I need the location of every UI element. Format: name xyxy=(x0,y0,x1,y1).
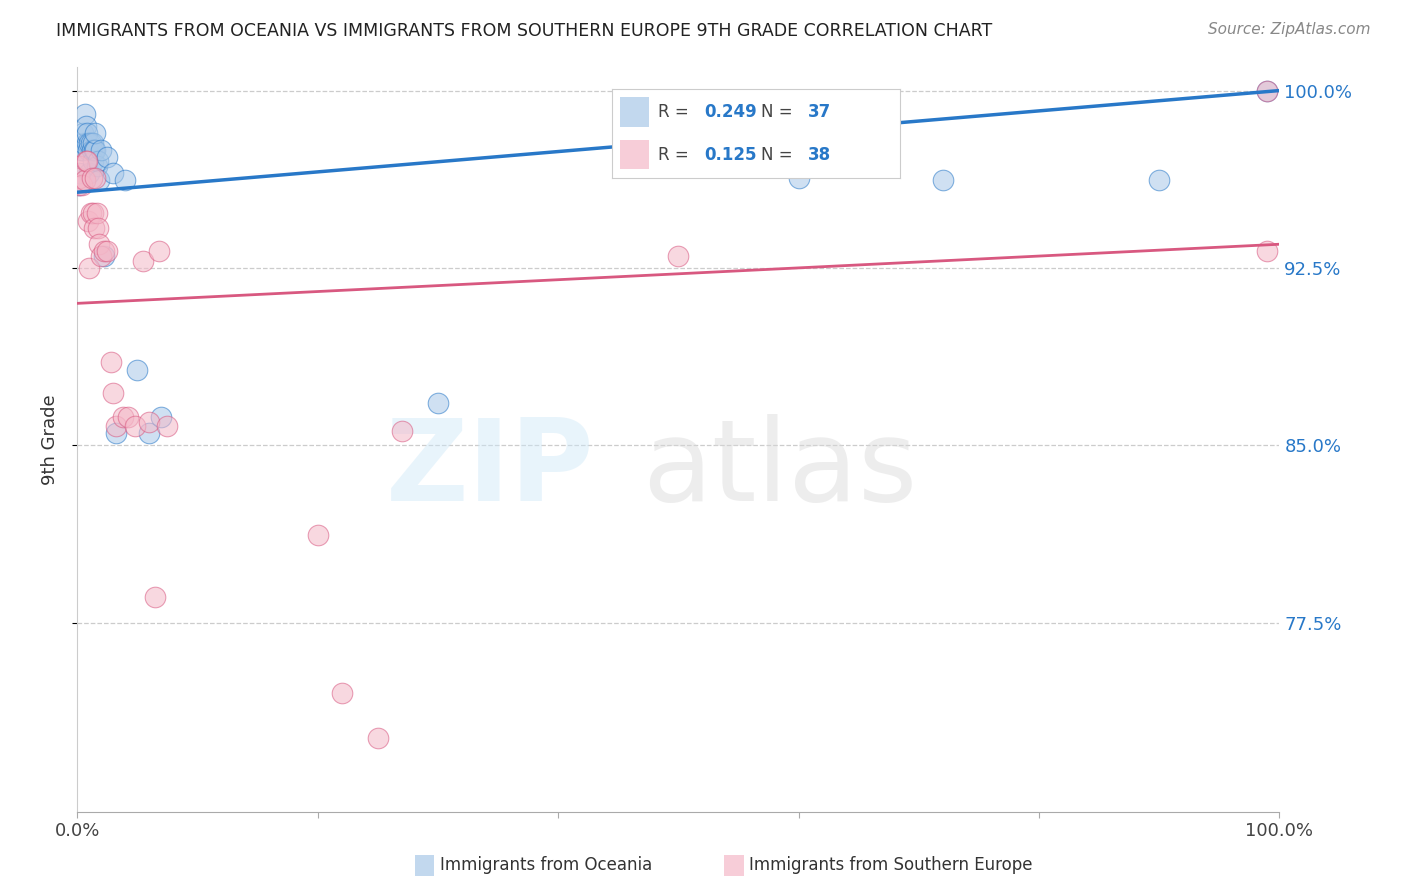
Point xyxy=(76,126,98,140)
Point xyxy=(104,419,127,434)
Point xyxy=(93,244,115,259)
Point xyxy=(96,244,118,259)
Point xyxy=(87,237,110,252)
Point xyxy=(72,126,94,140)
Point xyxy=(70,143,93,157)
Point xyxy=(127,362,149,376)
Point xyxy=(79,166,101,180)
Text: Immigrants from Oceania: Immigrants from Oceania xyxy=(440,856,652,874)
Point xyxy=(84,171,107,186)
Text: N =: N = xyxy=(762,145,799,164)
Point xyxy=(93,249,115,263)
Point xyxy=(668,249,690,263)
Text: Immigrants from Southern Europe: Immigrants from Southern Europe xyxy=(749,856,1033,874)
Point xyxy=(138,415,160,429)
Point xyxy=(307,528,329,542)
Text: Source: ZipAtlas.com: Source: ZipAtlas.com xyxy=(1208,22,1371,37)
Text: R =: R = xyxy=(658,145,693,164)
Point xyxy=(77,143,100,157)
Text: R =: R = xyxy=(658,103,693,121)
Text: ZIP: ZIP xyxy=(385,414,595,524)
Point xyxy=(145,590,167,604)
Point xyxy=(96,150,118,164)
Point xyxy=(84,143,107,157)
Point xyxy=(67,159,90,173)
Point xyxy=(1256,84,1278,98)
Point xyxy=(367,731,389,746)
Point xyxy=(156,419,179,434)
Point xyxy=(67,171,90,186)
Point xyxy=(83,220,105,235)
Point xyxy=(76,136,98,150)
Point xyxy=(124,419,146,434)
Point xyxy=(787,171,810,186)
Point xyxy=(391,424,413,438)
Point xyxy=(87,173,110,187)
Point xyxy=(1256,84,1278,98)
Point xyxy=(79,136,101,150)
Point xyxy=(79,206,101,220)
Point xyxy=(75,119,97,133)
Point xyxy=(75,154,97,169)
Point xyxy=(103,386,125,401)
Point xyxy=(132,253,155,268)
Point xyxy=(79,136,101,150)
Point xyxy=(70,178,93,193)
Point xyxy=(73,107,96,121)
Point xyxy=(103,166,125,180)
Point xyxy=(90,143,112,157)
Point xyxy=(67,178,90,193)
Point xyxy=(100,355,122,369)
Point xyxy=(67,166,90,180)
Point xyxy=(82,136,104,150)
Point xyxy=(87,154,110,169)
Point xyxy=(1256,244,1278,259)
Point xyxy=(111,409,134,424)
Point xyxy=(117,409,139,424)
Point xyxy=(148,244,170,259)
Point xyxy=(87,220,110,235)
Y-axis label: 9th Grade: 9th Grade xyxy=(41,394,59,484)
Text: IMMIGRANTS FROM OCEANIA VS IMMIGRANTS FROM SOUTHERN EUROPE 9TH GRADE CORRELATION: IMMIGRANTS FROM OCEANIA VS IMMIGRANTS FR… xyxy=(56,22,993,40)
Text: 38: 38 xyxy=(807,145,831,164)
Point xyxy=(76,154,98,169)
Point xyxy=(83,143,105,157)
Text: N =: N = xyxy=(762,103,799,121)
Point xyxy=(70,143,93,157)
Point xyxy=(114,173,136,187)
Point xyxy=(86,206,108,220)
Point xyxy=(80,171,103,186)
Point xyxy=(72,136,94,150)
Point xyxy=(1149,173,1171,187)
Point xyxy=(82,154,104,169)
Point xyxy=(330,686,353,700)
Point xyxy=(932,173,955,187)
Text: 0.125: 0.125 xyxy=(704,145,756,164)
Point xyxy=(80,143,103,157)
Point xyxy=(67,178,90,193)
Point xyxy=(138,426,160,441)
Text: atlas: atlas xyxy=(643,414,918,524)
Point xyxy=(84,126,107,140)
Point xyxy=(104,426,127,441)
Bar xyxy=(620,97,650,127)
Point xyxy=(79,260,101,275)
Point xyxy=(150,409,173,424)
Point xyxy=(77,213,100,227)
Point xyxy=(90,249,112,263)
Bar xyxy=(620,140,650,169)
Text: 0.249: 0.249 xyxy=(704,103,756,121)
Point xyxy=(82,206,104,220)
Point xyxy=(86,159,108,173)
Point xyxy=(427,395,450,409)
Text: 37: 37 xyxy=(807,103,831,121)
Point xyxy=(73,173,96,187)
